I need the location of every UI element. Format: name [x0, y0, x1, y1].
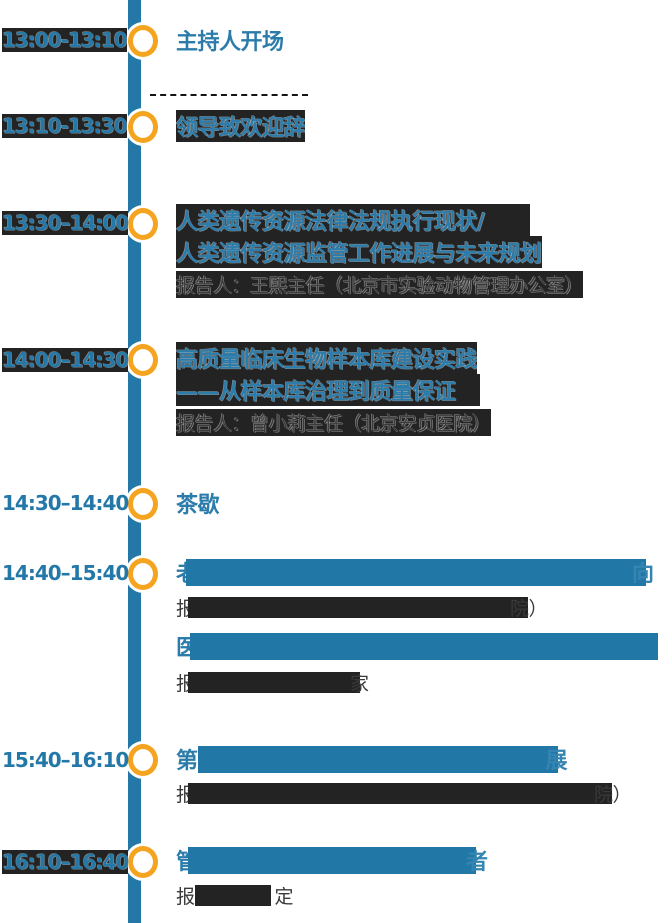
redacted-prefix: 报 [176, 672, 188, 695]
redacted-suffix: 定 [274, 885, 294, 908]
timeline-marker [128, 488, 158, 520]
redacted-title-line: 第 展 [176, 745, 568, 774]
timeline-marker [128, 111, 158, 143]
redaction-bar [188, 846, 476, 874]
session-title: 人类遗传资源监管工作进展与未来规划 [176, 236, 542, 268]
timeline-marker [128, 744, 158, 776]
redaction-bar [188, 782, 612, 804]
redacted-suffix: 展 [545, 749, 568, 774]
redacted-speaker-line: 报 定 [176, 883, 294, 908]
redacted-prefix: 管 [176, 850, 188, 875]
session-title: 高质量临床生物样本库建设实践 [176, 342, 478, 374]
redacted-prefix: 报 [176, 597, 188, 620]
redacted-prefix: 报 [176, 783, 188, 806]
divider-dashes [150, 94, 308, 96]
redacted-prefix: 报 [176, 885, 195, 908]
time-label: 15:40–16:10 [2, 748, 129, 772]
redacted-title-line: 管 者 [176, 846, 488, 875]
timeline-marker [128, 25, 158, 57]
redacted-suffix: 院） [510, 597, 548, 620]
redacted-prefix: 第 [176, 749, 198, 774]
redaction-bar [197, 745, 558, 773]
time-label: 13:30–14:00 [2, 211, 129, 235]
redacted-suffix: 院） [594, 783, 632, 806]
redaction-bar [194, 884, 271, 906]
redacted-suffix: 向 [632, 562, 654, 587]
session-title: 人类遗传资源法律法规执行现状/ [176, 204, 530, 236]
redaction-bar [190, 632, 658, 660]
time-label: 14:30–14:40 [2, 491, 129, 515]
time-label: 14:00–14:30 [2, 348, 129, 372]
session-title: 茶歇 [176, 493, 220, 518]
speaker-line: 报告人：曾小莉主任（北京安贞医院） [176, 408, 491, 436]
redacted-speaker-line: 报 家 [176, 670, 369, 695]
time-label: 13:00-13:10 [2, 28, 128, 52]
time-label: 14:40–15:40 [2, 561, 129, 585]
time-label: 16:10–16:40 [2, 850, 129, 874]
session-title: ——从样本库治理到质量保证 [176, 374, 480, 406]
session-title: 主持人开场 [176, 30, 284, 55]
speaker-line: 报告人：王熙主任（北京市实验动物管理办公室） [176, 270, 584, 298]
redacted-suffix: 者 [466, 850, 488, 875]
redaction-bar [188, 671, 360, 693]
time-label: 13:10-13:30 [2, 114, 128, 138]
redacted-suffix: 家 [350, 672, 369, 695]
timeline-marker [128, 208, 158, 240]
timeline-marker [128, 558, 158, 590]
redacted-speaker-line: 报 院） [176, 781, 632, 806]
timeline-marker [128, 344, 158, 376]
session-title: 领导致欢迎辞 [176, 110, 306, 142]
redaction-bar [188, 596, 528, 618]
redacted-title-line: 医 [176, 632, 658, 661]
redacted-prefix: 老 [176, 556, 186, 588]
redaction-bar [186, 558, 646, 586]
redacted-prefix: 医 [176, 636, 190, 661]
redacted-title-line: 老 向 [176, 556, 654, 588]
timeline-marker [128, 846, 158, 878]
redacted-speaker-line: 报 院） [176, 595, 548, 620]
